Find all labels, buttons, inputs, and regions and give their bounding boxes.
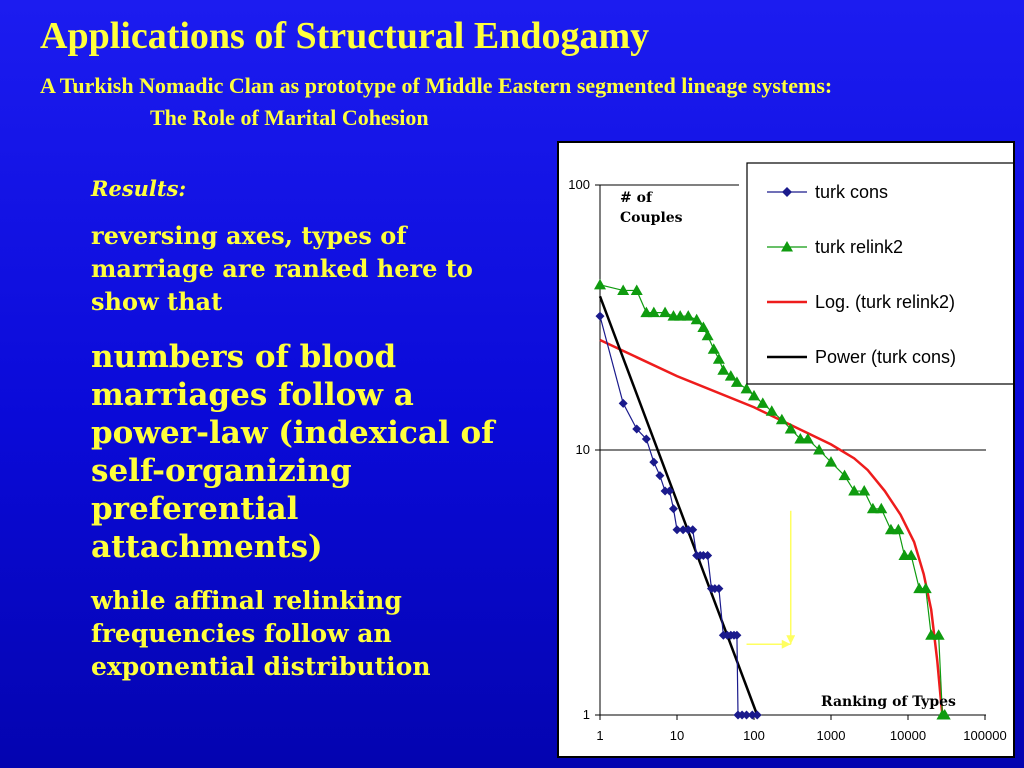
chart-legend: turk cons turk relink2 Log. (turk relink2)… [746,162,1013,385]
y-tick-label: 10 [576,442,590,457]
results-paragraph-axes: reversing axes, types of marriage are ra… [91,221,473,316]
turk-relink2-point [765,405,778,416]
legend-label: turk relink2 [815,237,903,257]
turk-cons-point [714,584,724,594]
turk-cons-point [752,710,762,720]
results-paragraph-exponential: while affinal relinking frequencies foll… [91,586,431,681]
legend-label: Log. (turk relink2) [815,292,955,312]
legend-diamond-marker [782,187,792,197]
legend-box [746,162,1013,385]
x-tick-label: 10 [670,728,684,743]
turk-relink2-point [690,313,703,325]
turk-relink2-point [932,629,945,640]
turk-relink2-point [919,582,932,594]
annotation-arrows [746,510,796,649]
turk-relink2-point [701,329,714,341]
turk-relink2-point [825,456,837,467]
turk-relink2-point [748,389,760,401]
turk-cons-point [641,434,651,444]
turk-relink2-point [740,382,753,394]
turk-relink2-point [938,709,951,720]
rank-frequency-chart: 1 10 100 1000 10000 100000 1 10 100 # of Couples… [568,162,1013,743]
turk-relink2-point [594,278,606,290]
turk-relink2-point [838,469,851,481]
chart-frame: 1 10 100 1000 10000 100000 1 10 100 # of Couples… [557,141,1015,758]
x-tick-label: 1 [596,728,603,743]
turk-cons-point [678,525,688,535]
turk-cons-point [665,486,675,496]
turk-relink2-point [775,413,788,425]
legend-label: turk cons [815,182,888,202]
turk-cons-point [688,525,698,535]
turk-cons-point [618,398,628,408]
turk-cons-point [595,311,605,321]
turk-relink2-point [730,376,743,387]
fit-lines [598,295,944,716]
legend-item: turk relink2 [767,237,903,257]
turk-relink2-point [717,364,730,375]
turk-relink2-point [848,485,861,496]
turk-cons-point [672,525,682,535]
turk-relink2-point [875,502,888,514]
turk-cons-point [732,630,742,640]
slide-title: Applications of Structural Endogamy [40,15,650,57]
turk-cons-point [703,550,713,560]
turk-relink2-point [756,397,769,408]
turk-relink2-point [724,370,737,381]
turk-relink2-point [659,306,672,318]
turk-relink2-point [697,321,710,332]
x-tick-label: 100000 [963,728,1006,743]
results-label: Results: [91,176,187,201]
results-paragraph-power-law: numbers of blood marriages follow a powe… [91,339,495,565]
turk-relink2-point [866,502,879,514]
data-series [594,278,951,720]
legend-label: Power (turk cons) [815,347,956,367]
axis-ticks: 1 10 100 1000 10000 100000 1 10 100 [568,177,1006,743]
x-tick-label: 1000 [817,728,846,743]
y-axis-title-line-2: Couples [620,210,683,226]
turk-relink2-point [617,284,630,295]
subtitle-line-1: A Turkish Nomadic Clan as prototype of M… [40,73,833,98]
turk-relink2-point [813,444,826,455]
turk-relink2-point [892,523,905,535]
turk-cons-point [655,471,665,481]
turk-relink2-point [801,433,814,444]
y-tick-label: 1 [583,707,590,722]
legend-triangle-marker [781,241,793,252]
legend-item: Power (turk cons) [767,347,956,367]
turk-cons-point [668,504,678,514]
turk-cons-point [632,424,642,434]
log-fit-line [599,338,944,716]
x-axis-title: Ranking of Types [821,694,956,710]
turk-relink2-point [905,549,918,560]
y-tick-label: 100 [568,177,590,192]
turk-relink2-point [707,343,720,354]
turk-cons-point [747,710,757,720]
legend-item: turk cons [767,182,888,202]
turk-relink2-point [630,284,643,295]
turk-relink2-point [784,423,797,434]
results-text-block: Results: reversing axes, types of marria… [91,176,511,683]
x-tick-label: 100 [743,728,765,743]
turk-cons-point [649,457,659,467]
turk-relink2-point [647,306,660,318]
turk-cons-point [742,710,752,720]
subtitle-line-2: The Role of Marital Cohesion [150,105,429,130]
slide-subtitle: A Turkish Nomadic Clan as prototype of M… [40,70,832,134]
x-tick-label: 10000 [890,728,926,743]
turk-relink2-point [674,310,687,321]
turk-relink2-point [682,310,695,321]
turk-relink2-point [858,485,871,496]
turk-relink2-point [712,353,725,364]
legend-item: Log. (turk relink2) [767,292,955,312]
y-axis-title-line-1: # of [620,190,653,206]
power-fit-line [598,295,759,716]
